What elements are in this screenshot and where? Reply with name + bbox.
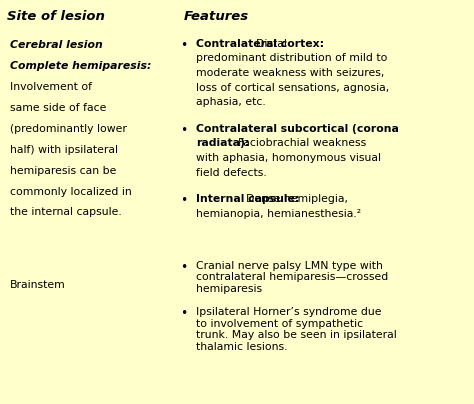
Text: with aphasia, homonymous visual: with aphasia, homonymous visual [196,153,381,163]
Text: Features: Features [183,10,249,23]
Text: contralateral hemiparesis—crossed: contralateral hemiparesis—crossed [196,272,388,282]
Text: •: • [181,124,188,137]
Text: •: • [181,39,188,52]
Text: Cranial nerve palsy LMN type with: Cranial nerve palsy LMN type with [196,261,383,271]
Text: (predominantly lower: (predominantly lower [10,124,127,134]
Text: same side of face: same side of face [10,103,107,113]
Text: •: • [181,307,188,320]
Text: Involvement of: Involvement of [10,82,92,92]
Text: Distal: Distal [249,39,287,48]
Text: Internal capsule:: Internal capsule: [196,194,299,204]
Text: field defects.: field defects. [196,168,266,178]
Text: Contralateral cortex:: Contralateral cortex: [196,39,324,48]
Text: commonly localized in: commonly localized in [10,187,132,196]
Text: moderate weakness with seizures,: moderate weakness with seizures, [196,68,384,78]
Text: aphasia, etc.: aphasia, etc. [196,97,265,107]
Text: the internal capsule.: the internal capsule. [10,208,122,217]
Text: Cerebral lesion: Cerebral lesion [10,40,103,50]
Text: thalamic lesions.: thalamic lesions. [196,342,287,352]
Text: •: • [181,261,188,274]
Text: Complete hemiparesis:: Complete hemiparesis: [10,61,152,71]
Text: Brainstem: Brainstem [10,280,66,290]
Text: Dense hemiplegia,: Dense hemiplegia, [239,194,348,204]
Text: Faciobrachial weakness: Faciobrachial weakness [231,139,366,148]
Text: Ipsilateral Horner’s syndrome due: Ipsilateral Horner’s syndrome due [196,307,381,317]
Text: Contralateral subcortical (corona: Contralateral subcortical (corona [196,124,399,134]
Text: Site of lesion: Site of lesion [7,10,105,23]
Text: hemiparesis can be: hemiparesis can be [10,166,117,176]
Text: trunk. May also be seen in ipsilateral: trunk. May also be seen in ipsilateral [196,330,397,341]
Text: predominant distribution of mild to: predominant distribution of mild to [196,53,387,63]
Text: radiata):: radiata): [196,139,249,148]
Text: hemiparesis: hemiparesis [196,284,262,294]
Text: hemianopia, hemianesthesia.²: hemianopia, hemianesthesia.² [196,209,361,219]
Text: •: • [181,194,188,207]
Text: to involvement of sympathetic: to involvement of sympathetic [196,319,363,329]
Text: half) with ipsilateral: half) with ipsilateral [10,145,118,155]
Text: loss of cortical sensations, agnosia,: loss of cortical sensations, agnosia, [196,83,389,93]
